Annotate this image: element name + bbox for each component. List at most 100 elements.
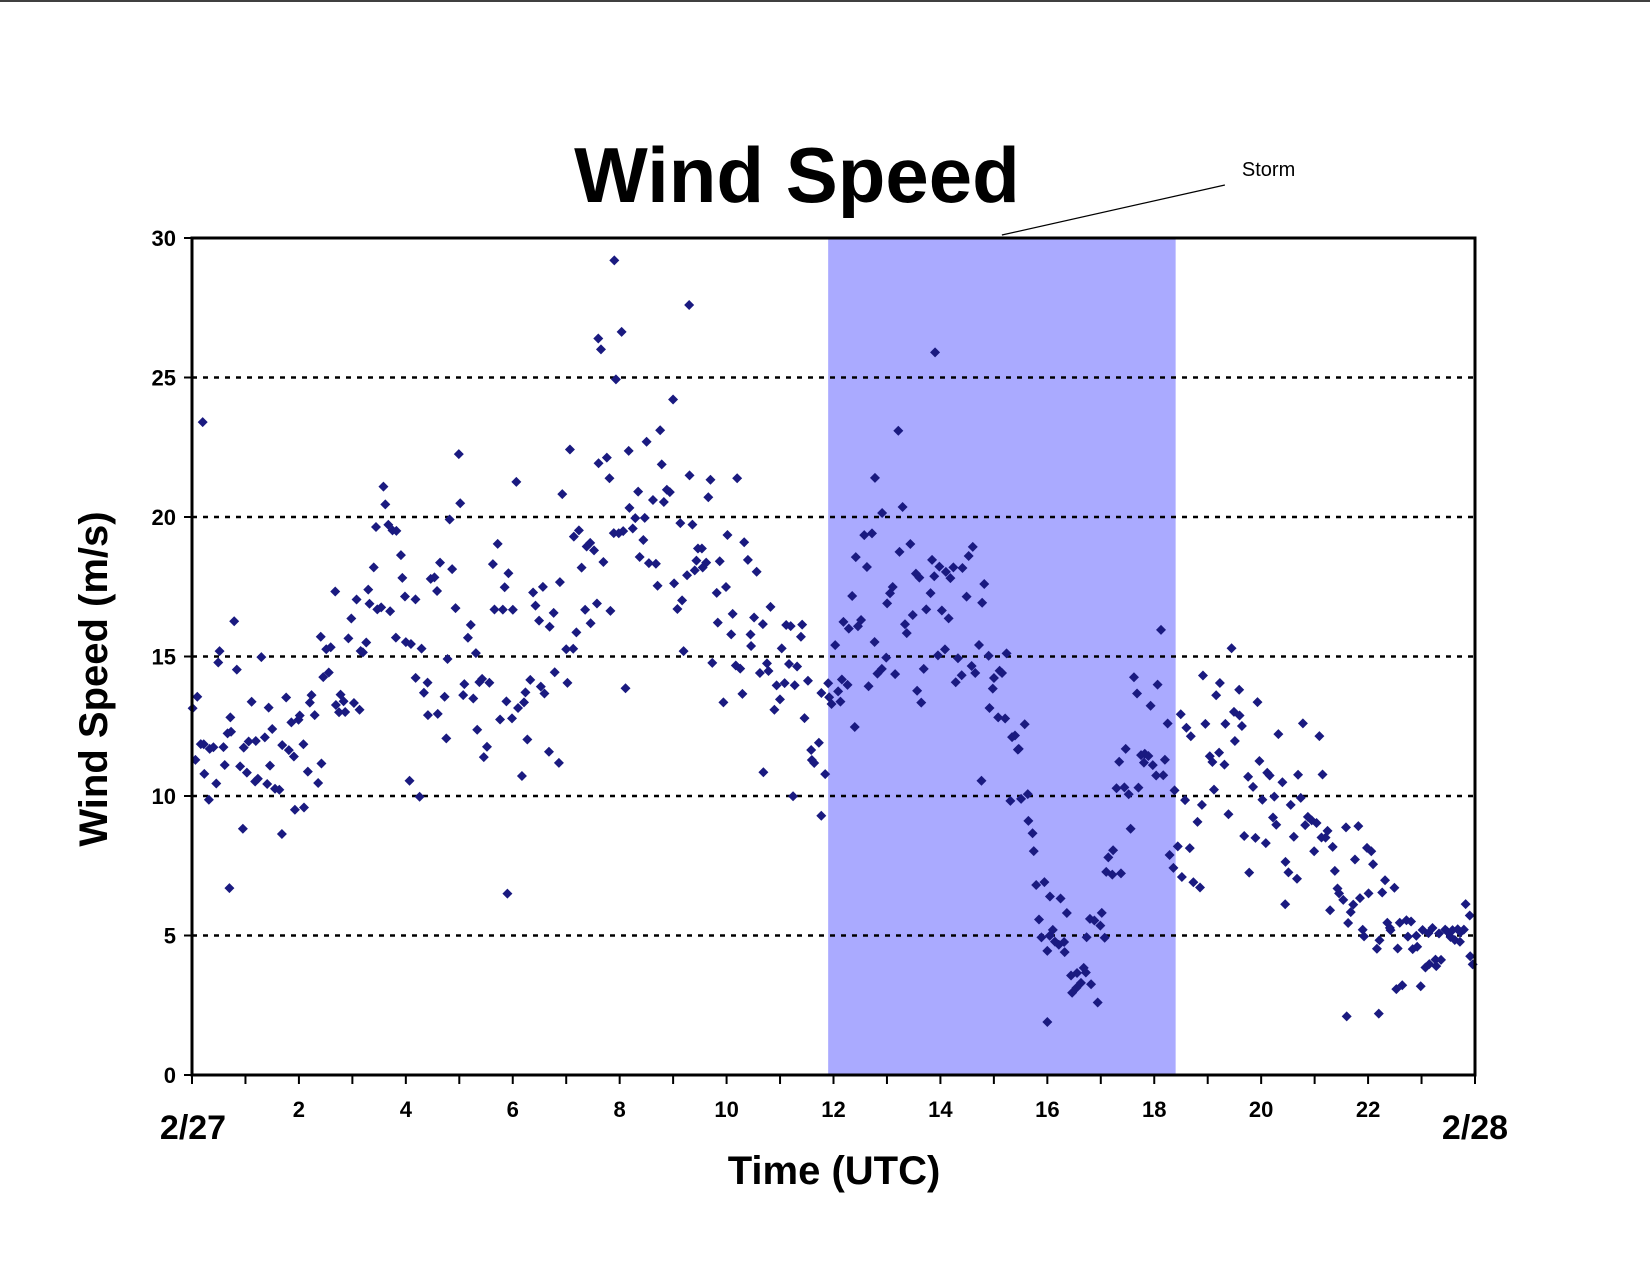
- data-point: [1300, 820, 1311, 831]
- data-point: [378, 481, 389, 492]
- data-point: [1250, 832, 1261, 843]
- data-point: [1145, 700, 1156, 711]
- data-point: [1028, 846, 1039, 857]
- data-point: [1359, 931, 1370, 942]
- data-point: [318, 672, 329, 683]
- data-point: [882, 598, 893, 609]
- data-point: [742, 554, 753, 565]
- data-point: [1465, 951, 1476, 962]
- data-point: [655, 425, 666, 436]
- data-point: [225, 712, 236, 723]
- data-point: [1211, 690, 1222, 701]
- data-point: [1031, 879, 1042, 890]
- data-point: [243, 736, 254, 747]
- data-point: [1236, 720, 1247, 731]
- data-point: [932, 650, 943, 661]
- data-point: [395, 550, 406, 561]
- data-point: [325, 642, 336, 653]
- data-point: [497, 604, 508, 615]
- data-point: [601, 452, 612, 463]
- data-point: [557, 489, 568, 500]
- data-point: [643, 558, 654, 569]
- data-point: [294, 710, 305, 721]
- data-point: [458, 690, 469, 701]
- data-point: [330, 700, 341, 711]
- data-point: [399, 591, 410, 602]
- data-point: [838, 616, 849, 627]
- data-point: [549, 667, 560, 678]
- data-point: [298, 739, 309, 750]
- data-point: [1143, 750, 1154, 761]
- data-point: [633, 486, 644, 497]
- data-point: [224, 883, 235, 894]
- data-point: [901, 628, 912, 639]
- data-point: [820, 769, 831, 780]
- data-point: [354, 704, 365, 715]
- data-point: [784, 658, 795, 669]
- data-point: [487, 559, 498, 570]
- x-tick-label: 6: [507, 1097, 519, 1122]
- data-point: [1385, 925, 1396, 936]
- data-point: [1169, 785, 1180, 796]
- data-point: [489, 604, 500, 615]
- data-point: [315, 631, 326, 642]
- data-point: [214, 646, 225, 657]
- data-point: [553, 757, 564, 768]
- data-point: [797, 619, 808, 630]
- data-point: [952, 653, 963, 664]
- data-point: [1162, 718, 1173, 729]
- data-point: [281, 692, 292, 703]
- data-point: [823, 678, 834, 689]
- data-point: [618, 526, 629, 537]
- data-point: [1314, 731, 1325, 742]
- data-point: [1454, 936, 1465, 947]
- data-point: [689, 565, 700, 576]
- x-tick-label: 4: [400, 1097, 413, 1122]
- data-point: [246, 696, 257, 707]
- data-point: [861, 561, 872, 572]
- data-point: [516, 771, 527, 782]
- data-point: [735, 663, 746, 674]
- data-point: [376, 602, 387, 613]
- data-point: [669, 578, 680, 589]
- data-point: [900, 619, 911, 630]
- data-point: [1406, 916, 1417, 927]
- data-point: [881, 652, 892, 663]
- data-point: [1027, 828, 1038, 839]
- data-point: [1397, 980, 1408, 991]
- data-point: [630, 513, 641, 524]
- data-point: [1023, 815, 1034, 826]
- data-point: [477, 673, 488, 684]
- data-point: [961, 591, 972, 602]
- data-point: [943, 613, 954, 624]
- data-point: [974, 640, 985, 651]
- data-point: [993, 712, 1004, 723]
- data-point: [1016, 793, 1027, 804]
- data-point: [634, 551, 645, 562]
- data-point: [1185, 731, 1196, 742]
- data-point: [1107, 869, 1118, 880]
- data-point: [192, 691, 203, 702]
- data-point: [842, 679, 853, 690]
- data-point: [830, 640, 841, 651]
- data-point: [1123, 789, 1134, 800]
- data-point: [1277, 777, 1288, 788]
- data-point: [799, 713, 810, 724]
- data-point: [1341, 1011, 1352, 1022]
- data-point: [1377, 887, 1388, 898]
- data-point: [507, 713, 518, 724]
- data-point: [598, 556, 609, 567]
- data-point: [455, 498, 466, 509]
- data-point: [732, 473, 743, 484]
- data-point: [462, 632, 473, 643]
- data-point: [432, 586, 443, 597]
- data-point: [977, 597, 988, 608]
- data-point: [763, 665, 774, 676]
- data-point: [749, 612, 760, 623]
- data-point: [658, 497, 669, 508]
- data-point: [568, 643, 579, 654]
- data-point: [754, 668, 765, 679]
- data-point: [1415, 981, 1426, 992]
- data-point: [1322, 825, 1333, 836]
- data-point: [561, 644, 572, 655]
